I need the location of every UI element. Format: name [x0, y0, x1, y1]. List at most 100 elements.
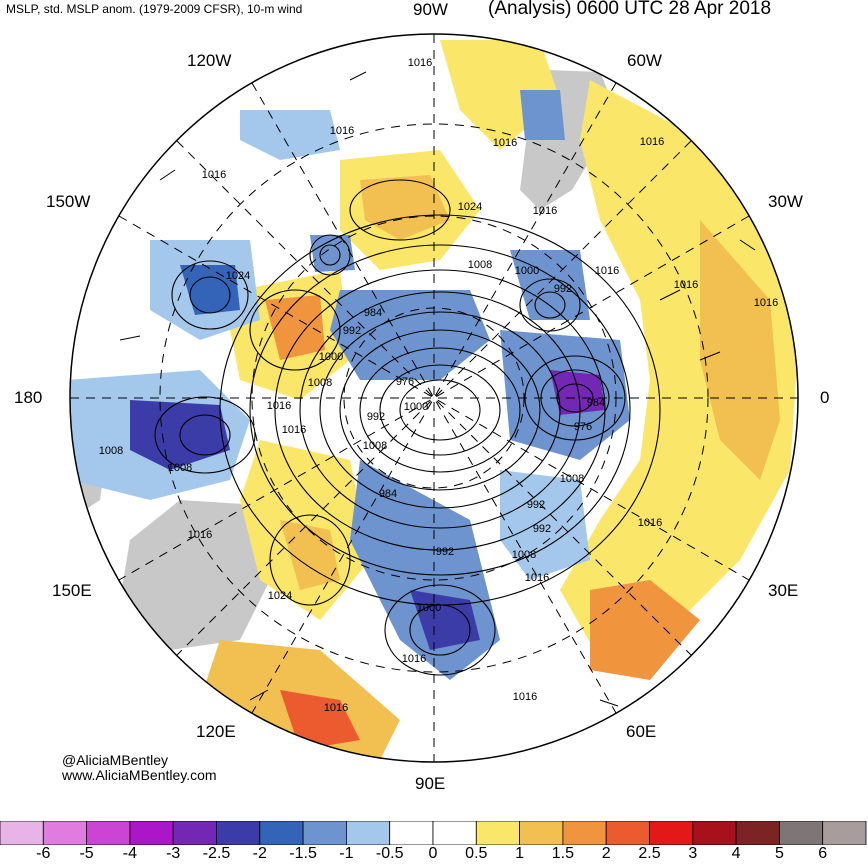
- warm-anomaly-east-core: [700, 220, 780, 480]
- colorbar-swatch: [129, 821, 174, 845]
- chart-header-right: (Analysis) 0600 UTC 28 Apr 2018: [488, 0, 772, 19]
- colorbar-swatch: [0, 821, 44, 845]
- wind-barbs: [119, 71, 756, 707]
- colorbar-swatch: [216, 821, 261, 845]
- colorbar-swatch: [692, 821, 737, 845]
- warm-anomaly-south-core: [280, 690, 360, 750]
- colorbar-swatch: [779, 821, 824, 845]
- colorbar-label: 0: [428, 845, 438, 862]
- colorbar-swatch: [86, 821, 131, 845]
- isobar-label: 992: [527, 499, 545, 511]
- lon-label-30e: 30E: [768, 581, 799, 600]
- colorbar-label: -6: [36, 845, 51, 862]
- colorbar-label: -1.5: [289, 845, 317, 862]
- chart-header-left: MSLP, std. MSLP anom. (1979-2009 CFSR), …: [6, 2, 303, 16]
- isobar-label: 1008: [560, 473, 584, 485]
- colorbar-swatch: [562, 821, 607, 845]
- isobar-label: 1016: [188, 529, 212, 541]
- colorbar-label: 2: [601, 845, 611, 862]
- lon-label-120e: 120E: [196, 722, 236, 741]
- colorbar-swatch: [302, 821, 347, 845]
- credit-handle: @AliciaMBentley: [62, 752, 169, 768]
- colorbar-swatch: [735, 821, 780, 845]
- isobar-label: 1016: [674, 279, 698, 291]
- isobar-label: 1024: [226, 270, 250, 282]
- lon-label-60w: 60W: [627, 51, 662, 70]
- lon-label-90e: 90E: [415, 774, 446, 793]
- colorbar-swatch: [42, 821, 87, 845]
- cold-anomaly-north-small: [310, 235, 355, 272]
- isobar-label: 1016: [267, 400, 291, 412]
- isobar-label: 1008: [308, 377, 332, 389]
- isobar-label: 1008: [468, 259, 492, 271]
- isobar-label: 1016: [408, 57, 432, 69]
- colorbar-label: 0.5: [465, 845, 488, 862]
- colorbar-label: -2: [252, 845, 267, 862]
- isobar-label: 1016: [638, 517, 662, 529]
- isobar-label: 992: [436, 546, 454, 558]
- isobar-label: 992: [533, 523, 551, 535]
- warm-anomaly-west-core: [265, 295, 325, 360]
- isobar-label: 1024: [268, 590, 292, 602]
- colorbar-swatch: [519, 821, 564, 845]
- colorbar-label: -1: [339, 845, 354, 862]
- isobar-label: 1000: [319, 351, 343, 363]
- isobar-label: 1008: [168, 462, 192, 474]
- isobar-label: 1000: [515, 265, 539, 277]
- isobar-label: 1008: [99, 445, 123, 457]
- isobar-label: 1016: [202, 169, 226, 181]
- isobar-label: 1016: [595, 265, 619, 277]
- anomaly-colorbar: [0, 821, 867, 845]
- colorbar-label: 1.5: [551, 845, 575, 862]
- isobar-label: 1016: [513, 691, 537, 703]
- colorbar-label: -5: [79, 845, 94, 862]
- colorbar-swatch: [605, 821, 650, 845]
- cold-anomaly-greenland: [520, 90, 565, 140]
- colorbar-label: -3: [166, 845, 181, 862]
- isobar-label: 1016: [402, 653, 426, 665]
- isobar-label: 992: [554, 283, 572, 295]
- colorbar-label: -0.5: [375, 845, 404, 862]
- colorbar-swatch: [389, 821, 434, 845]
- land-siberia: [120, 500, 280, 650]
- isobar-label: 1016: [282, 424, 306, 436]
- colorbar-label: -4: [122, 845, 138, 862]
- isobar-label: 1016: [493, 137, 517, 149]
- isobar-label: 976: [396, 376, 414, 388]
- isobar-label: 1016: [330, 125, 354, 137]
- isobar-label: 976: [574, 421, 592, 433]
- isobar-label: 1008: [363, 440, 387, 452]
- lon-label-60e: 60E: [626, 722, 657, 741]
- isobar-label: 1016: [640, 136, 664, 148]
- isobar-label: 992: [367, 411, 385, 423]
- anomaly-fills: [200, 40, 798, 760]
- isobar-label: 1024: [458, 201, 482, 213]
- colorbar-label: 5: [774, 845, 784, 862]
- lon-label-90w: 90W: [413, 0, 448, 19]
- isobar-label: 1016: [754, 297, 778, 309]
- lon-label-150e: 150E: [52, 581, 92, 600]
- isobar-label: 1000: [404, 401, 428, 413]
- isobar-label: 1016: [525, 572, 549, 584]
- lon-label-120w: 120W: [187, 51, 232, 70]
- colorbar-swatch: [432, 821, 477, 845]
- colorbar-label: -2.5: [202, 845, 231, 862]
- lon-label-30w: 30W: [768, 192, 803, 211]
- cold-anomaly-north-arc: [240, 110, 340, 160]
- colorbar-label: 6: [818, 845, 828, 862]
- isobar-label: 984: [364, 307, 382, 319]
- isobars: [154, 179, 661, 676]
- lon-label-0: 0: [820, 388, 830, 407]
- colorbar-swatch: [649, 821, 694, 845]
- isobar-label: 992: [343, 325, 361, 337]
- lon-label-180: 180: [14, 388, 43, 407]
- isobar-label: 984: [587, 397, 605, 409]
- lon-label-150w: 150W: [46, 192, 91, 211]
- colorbar-label: 4: [731, 845, 741, 862]
- map-boundary: [69, 33, 799, 763]
- warm-anomaly-east: [560, 80, 798, 660]
- colorbar-label: 1: [515, 845, 525, 862]
- warm-anomaly-southeast: [590, 580, 700, 680]
- colorbar-swatch: [822, 821, 867, 845]
- colorbar-swatch: [475, 821, 520, 845]
